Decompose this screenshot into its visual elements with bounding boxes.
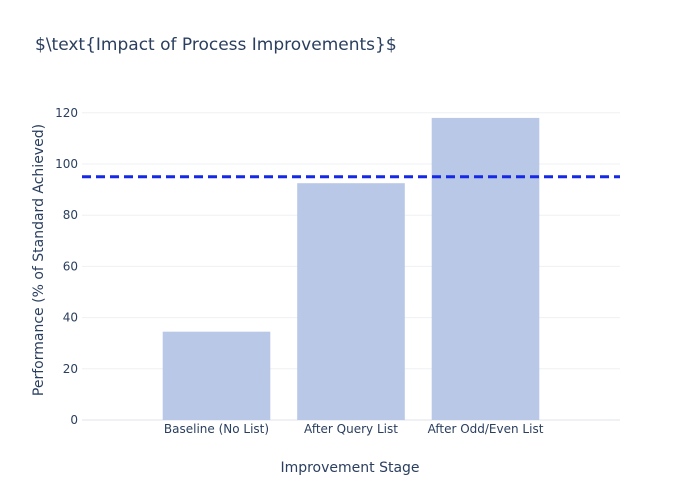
y-tick-label: 120 xyxy=(55,106,78,120)
bar[interactable] xyxy=(431,117,540,421)
y-tick-label: 100 xyxy=(55,157,78,171)
y-tick-label: 0 xyxy=(70,413,78,427)
y-tick-label: 60 xyxy=(63,259,78,273)
chart-title: $\text{Impact of Process Improvements}$ xyxy=(35,35,397,55)
x-tick-label: Baseline (No List) xyxy=(164,422,269,436)
x-axis-title: Improvement Stage xyxy=(280,460,419,476)
x-tick-label: After Odd/Even List xyxy=(428,422,544,436)
bars xyxy=(162,117,540,421)
bar[interactable] xyxy=(162,331,271,420)
y-axis-title: Performance (% of Standard Achieved) xyxy=(31,124,47,396)
y-tick-label: 20 xyxy=(63,362,78,376)
y-tick-label: 40 xyxy=(63,311,78,325)
y-axis-ticks: 0 20 40 60 80 100 120 xyxy=(55,106,78,427)
x-axis-ticks: Baseline (No List) After Query List After … xyxy=(164,422,544,436)
bar[interactable] xyxy=(297,183,405,420)
y-tick-label: 80 xyxy=(63,208,78,222)
x-tick-label: After Query List xyxy=(304,422,398,436)
